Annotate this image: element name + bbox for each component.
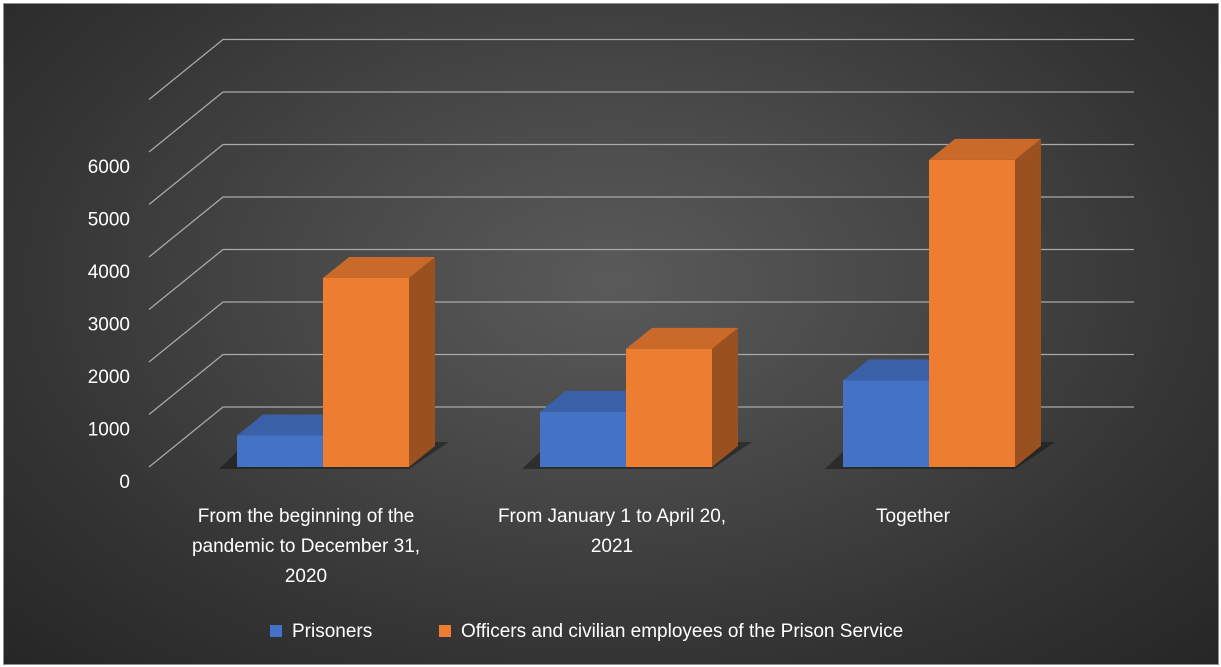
legend-label: Prisoners <box>292 621 372 642</box>
bar-front <box>626 348 712 467</box>
gridline <box>148 301 1134 363</box>
category-label: From the beginning of the pandemic to Dec… <box>192 506 420 587</box>
chart-area: 0 1000 2000 3000 4000 5000 6000 From the begin… <box>3 3 1219 665</box>
y-tick-label: 3000 <box>88 315 130 336</box>
bar-top <box>540 390 652 412</box>
bar-top <box>626 327 738 349</box>
legend-swatch <box>439 625 451 637</box>
y-tick-label: 4000 <box>88 262 130 283</box>
bar-front <box>237 435 323 467</box>
gridline <box>148 248 1134 311</box>
bar-front <box>929 159 1015 467</box>
bar-side <box>1015 138 1041 467</box>
bar <box>929 138 1041 467</box>
bars <box>237 138 1041 467</box>
legend-label: Officers and civilian employees of the P… <box>461 621 903 642</box>
category-label: Together <box>876 506 951 527</box>
gridline <box>148 196 1134 258</box>
bar <box>323 257 435 467</box>
legend-item: Officers and civilian employees of the P… <box>439 621 903 642</box>
bar-front <box>540 411 626 467</box>
gridline <box>148 91 1134 153</box>
bar-side <box>712 327 738 467</box>
gridline <box>148 143 1134 206</box>
gridline <box>148 38 1134 101</box>
y-tick-label: 2000 <box>88 367 130 388</box>
legend-swatch <box>270 625 282 637</box>
gridline <box>148 406 1134 468</box>
y-tick-label: 5000 <box>88 210 130 231</box>
y-tick-label: 6000 <box>88 157 130 178</box>
bar-front <box>323 278 409 467</box>
y-tick-label: 0 <box>119 472 130 493</box>
bar-side <box>409 257 435 467</box>
y-tick-label: 1000 <box>88 420 130 441</box>
x-axis-categories: From the beginning of the pandemic to Dec… <box>192 506 951 587</box>
gridline <box>148 353 1134 416</box>
bar-top <box>929 138 1041 160</box>
bar-front <box>843 380 929 467</box>
bar-chart: 0 1000 2000 3000 4000 5000 6000 From the begin… <box>88 38 1134 642</box>
bar-top <box>323 257 435 278</box>
bar-top <box>843 359 955 381</box>
bar <box>626 327 738 467</box>
y-axis-ticks: 0 1000 2000 3000 4000 5000 6000 <box>88 157 130 493</box>
legend: Prisoners Officers and civilian employees… <box>270 621 903 642</box>
bar-top <box>237 414 349 436</box>
gridlines <box>148 38 1134 468</box>
legend-item: Prisoners <box>270 621 372 642</box>
category-label: From January 1 to April 20, 2021 <box>498 506 726 557</box>
